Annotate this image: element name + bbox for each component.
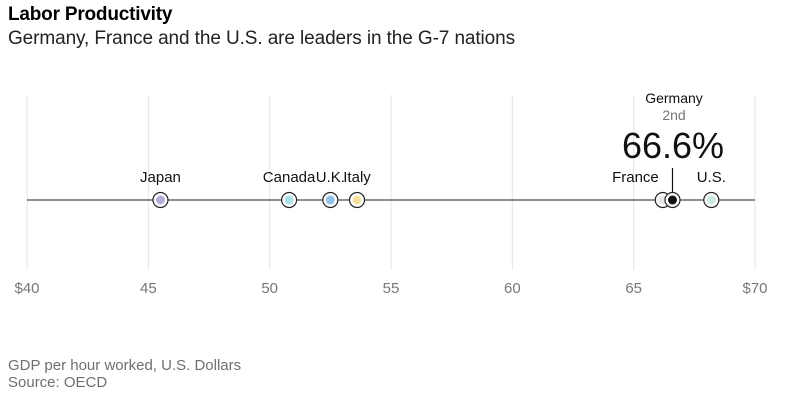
data-point-fill-japan [155, 195, 165, 205]
data-point-japan [152, 191, 169, 209]
point-label-france: France [612, 169, 659, 186]
highlight-callout: Germany 2nd 66.6% [622, 90, 724, 192]
point-label-italy: Italy [343, 169, 371, 186]
point-label-canada: Canada [263, 169, 316, 186]
point-label-japan: Japan [140, 169, 181, 186]
footer-source: Source: OECD [8, 374, 108, 391]
data-point-fill-germany [667, 195, 677, 205]
data-point-fill-u-s [706, 195, 716, 205]
chart-subtitle: Germany, France and the U.S. are leaders… [8, 28, 516, 49]
data-point-germany [664, 191, 681, 209]
x-tick-label-50: 50 [261, 280, 278, 297]
x-tick-label-40: $40 [14, 280, 39, 297]
data-point-u-k [322, 191, 339, 209]
footer-note: GDP per hour worked, U.S. Dollars [8, 357, 242, 374]
highlight-country-label: Germany [645, 90, 703, 106]
highlight-value-label: 66.6% [622, 125, 724, 166]
data-point-fill-u-k [325, 195, 335, 205]
x-tick-label-60: 60 [504, 280, 521, 297]
data-point-canada [280, 191, 298, 209]
point-label-u-k: U.K. [316, 169, 345, 186]
data-points [152, 191, 720, 209]
data-point-fill-italy [352, 195, 362, 205]
grid-layer [26, 95, 756, 270]
data-point-fill-canada [284, 195, 294, 205]
x-tick-label-55: 55 [383, 280, 400, 297]
highlight-rank-label: 2nd [662, 107, 685, 123]
data-point-italy [348, 191, 366, 209]
x-tick-labels: $40 45 50 55 60 65 $70 [14, 280, 767, 297]
x-tick-label-70: $70 [742, 280, 767, 297]
x-tick-label-45: 45 [140, 280, 157, 297]
x-tick-label-65: 65 [625, 280, 642, 297]
chart-title: Labor Productivity [8, 4, 173, 25]
point-labels: Japan Canada U.K.Italy France U.S. [140, 169, 726, 186]
point-label-u-s: U.S. [697, 169, 726, 186]
data-point-u-s [703, 191, 720, 209]
